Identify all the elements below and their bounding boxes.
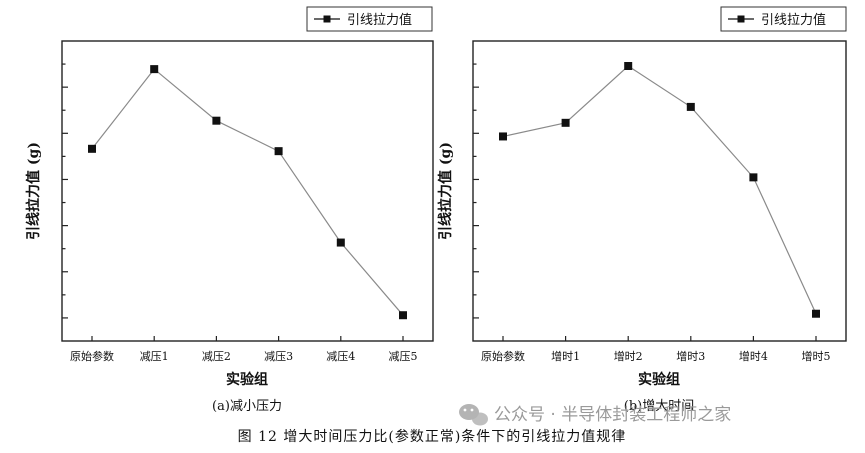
data-point [212,116,221,125]
x-tick-label: 增时5 [802,349,831,363]
data-point [88,144,96,153]
legend-a-label: 引线拉力值 [347,12,412,28]
plot-frame-a [61,40,434,342]
y-axis-title-b: 引线拉力值 (g) [437,142,454,240]
legend-b: 引线拉力值 [720,6,847,32]
series-line-b [502,65,817,314]
y-ticks-b [473,63,479,319]
x-tick-label: 减压4 [326,350,355,363]
figure-caption: 图 12 增大时间压力比(参数正常)条件下的引线拉力值规律 [238,428,627,445]
x-tick-label: 增时3 [676,349,705,363]
chart-panel-a: 引线拉力值 原始参数 减压1 减压2 减压3 减压4 减压5 实验组 引线拉力值 (g) … [25,6,434,414]
chart-panel-b: 引线拉力值 原始参数 增时1 增时2 增时3 增时4 增时5 实验组 引线拉力值 (g) … [437,6,847,414]
series-line-a [91,68,404,316]
x-tick-label: 减压1 [140,350,169,363]
x-axis-title-a: 实验组 [226,371,268,388]
x-tick-label: 增时1 [551,349,580,363]
x-tick-label: 减压2 [202,350,231,363]
watermark-text: 公众号 · 半导体封装工程师之家 [494,405,731,425]
data-point [812,309,820,318]
data-point [686,102,695,111]
x-tick-label: 减压5 [389,350,418,363]
caption-a: (a)减小压力 [212,399,282,414]
data-point [561,118,570,127]
caption-b: (b)增大时间 [624,399,694,414]
data-point [150,65,159,74]
wechat-icon [459,404,488,426]
x-tick-label: 原始参数 [481,349,525,363]
data-markers-b [499,62,820,318]
y-axis-title-a: 引线拉力值 (g) [25,142,42,240]
x-ticks-b [502,336,817,341]
x-tick-label: 原始参数 [70,349,114,363]
y-ticks-a [62,63,68,319]
x-ticks-a [91,336,404,341]
data-point [624,62,633,70]
data-point [274,147,283,156]
x-tick-labels-b: 原始参数 增时1 增时2 增时3 增时4 增时5 [481,349,831,363]
watermark: 公众号 · 半导体封装工程师之家 [459,404,731,426]
data-point [749,173,758,182]
x-axis-title-b: 实验组 [638,371,680,388]
x-tick-label: 增时2 [614,349,643,363]
legend-b-label: 引线拉力值 [761,12,826,28]
plot-frame-b [472,40,847,342]
x-tick-label: 增时4 [739,349,768,363]
data-markers-a [88,65,407,320]
data-point [399,311,407,320]
data-point [336,238,345,247]
x-tick-labels-a: 原始参数 减压1 减压2 减压3 减压4 减压5 [70,349,418,363]
legend-a: 引线拉力值 [306,6,433,32]
data-point [499,132,507,141]
x-tick-label: 减压3 [264,350,293,363]
